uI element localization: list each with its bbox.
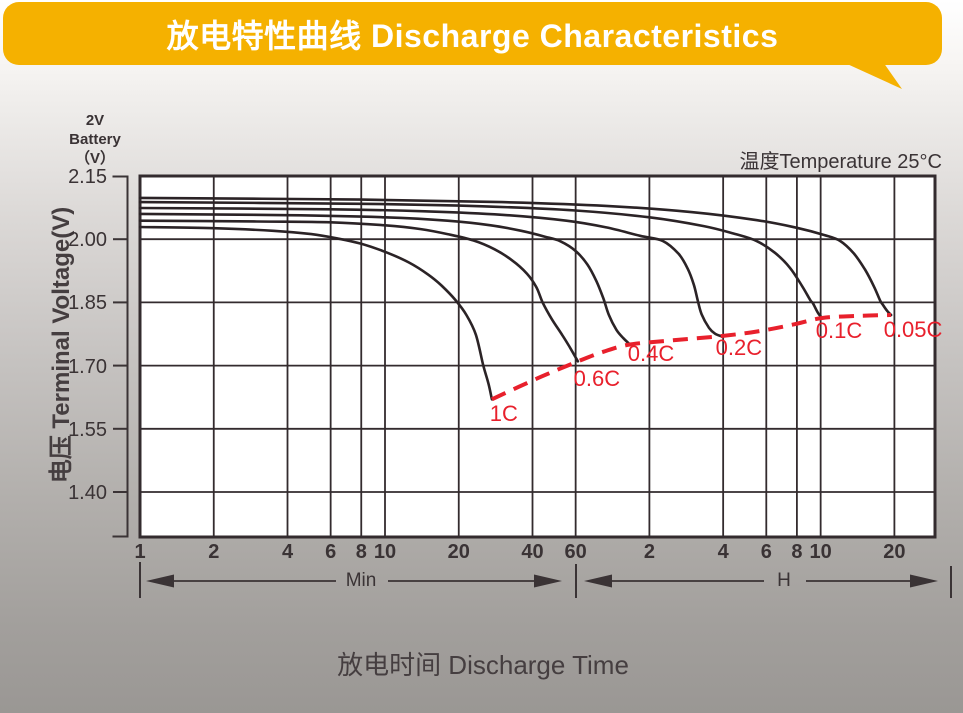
discharge-cutoff-line	[491, 313, 892, 402]
curve-0.4C	[138, 212, 632, 346]
y-tick-label: 2.15	[68, 166, 107, 188]
curve-0.2C	[138, 206, 723, 338]
temperature-note: 温度Temperature 25°C	[739, 151, 942, 173]
curve-label-0.6C: 0.6C	[573, 366, 621, 392]
x-tick-label: 20	[883, 541, 906, 563]
x-tick-label: 2	[208, 541, 220, 563]
curve-label-0.4C: 0.4C	[627, 340, 675, 366]
x-tick-label: 6	[760, 541, 772, 563]
y-tick-label: 1.40	[68, 481, 107, 504]
x-tick-label: 1	[134, 541, 146, 563]
range-arrowhead	[534, 574, 562, 588]
x-axis-title: 放电时间 Discharge Time	[337, 650, 629, 680]
curve-0.6C	[138, 219, 580, 363]
range-arrowhead	[584, 574, 612, 588]
x-tick-label: 40	[521, 541, 544, 563]
x-tick-label: 10	[809, 541, 832, 563]
curve-label-0.2C: 0.2C	[715, 335, 763, 361]
x-tick-label: 4	[281, 541, 294, 563]
title-banner: 放电特性曲线 Discharge Characteristics	[3, 2, 942, 65]
curve-label-0.05C: 0.05C	[883, 317, 943, 343]
x-tick-label: 60	[564, 541, 587, 563]
curve-0.05C	[138, 196, 893, 317]
x-tick-label: 20	[447, 541, 470, 563]
y-tick-label: 2.00	[68, 229, 107, 252]
x-range-h-label: H	[777, 570, 791, 591]
curve-0.1C	[138, 200, 824, 320]
page-title: 放电特性曲线 Discharge Characteristics	[166, 17, 779, 54]
x-tick-label: 10	[373, 541, 397, 563]
x-tick-label: 6	[325, 541, 337, 563]
range-arrowhead	[910, 574, 938, 588]
plot-area	[138, 174, 937, 539]
battery-note-line2: Battery	[69, 130, 121, 148]
curve-label-1C: 1C	[489, 401, 518, 427]
y-tick-label: 1.85	[68, 292, 107, 315]
x-tick-label: 4	[717, 541, 729, 563]
y-tick-label: 1.55	[68, 418, 107, 441]
y-axis-bracket	[112, 175, 129, 538]
x-tick-label: 2	[643, 541, 655, 563]
x-tick-label: 8	[355, 541, 367, 563]
battery-type-note: 2V Battery （V）	[55, 112, 135, 168]
x-tick-label: 8	[791, 541, 803, 563]
curve-label-0.1C: 0.1C	[815, 317, 863, 343]
curve-1C	[138, 225, 494, 401]
y-tick-label: 1.70	[68, 355, 107, 378]
range-arrowhead	[146, 574, 174, 588]
battery-note-line1: 2V	[85, 112, 105, 129]
battery-note-line3: （V）	[74, 149, 115, 167]
x-range-min-label: Min	[345, 570, 377, 591]
